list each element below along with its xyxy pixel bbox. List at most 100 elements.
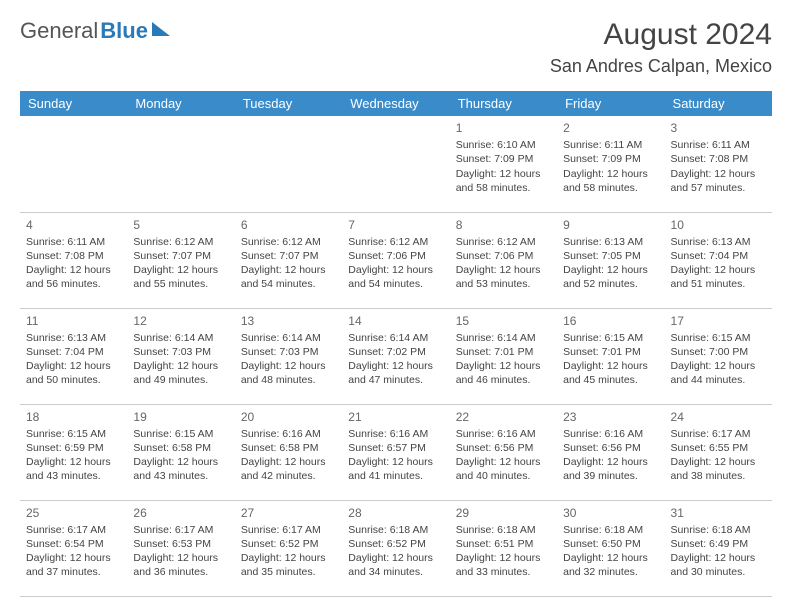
sunrise-line: Sunrise: 6:16 AM: [456, 427, 551, 441]
sunset-line: Sunset: 6:58 PM: [133, 441, 228, 455]
day-number: 14: [348, 313, 443, 329]
weekday-header: Wednesday: [342, 91, 449, 116]
day-cell: 8Sunrise: 6:12 AMSunset: 7:06 PMDaylight…: [450, 212, 557, 308]
sunrise-line: Sunrise: 6:16 AM: [241, 427, 336, 441]
sunrise-line: Sunrise: 6:17 AM: [671, 427, 766, 441]
day-number: 4: [26, 217, 121, 233]
logo-triangle-icon: [152, 22, 170, 36]
day-number: 28: [348, 505, 443, 521]
day-cell: 11Sunrise: 6:13 AMSunset: 7:04 PMDayligh…: [20, 308, 127, 404]
day-cell: 24Sunrise: 6:17 AMSunset: 6:55 PMDayligh…: [665, 404, 772, 500]
day-number: 25: [26, 505, 121, 521]
daylight-line: Daylight: 12 hours and 32 minutes.: [563, 551, 658, 579]
sunset-line: Sunset: 6:52 PM: [241, 537, 336, 551]
sunrise-line: Sunrise: 6:13 AM: [671, 235, 766, 249]
daylight-line: Daylight: 12 hours and 41 minutes.: [348, 455, 443, 483]
daylight-line: Daylight: 12 hours and 40 minutes.: [456, 455, 551, 483]
calendar-row: 4Sunrise: 6:11 AMSunset: 7:08 PMDaylight…: [20, 212, 772, 308]
sunset-line: Sunset: 6:56 PM: [456, 441, 551, 455]
daylight-line: Daylight: 12 hours and 52 minutes.: [563, 263, 658, 291]
day-cell: 27Sunrise: 6:17 AMSunset: 6:52 PMDayligh…: [235, 500, 342, 596]
sunrise-line: Sunrise: 6:12 AM: [133, 235, 228, 249]
sunset-line: Sunset: 7:07 PM: [241, 249, 336, 263]
daylight-line: Daylight: 12 hours and 50 minutes.: [26, 359, 121, 387]
day-cell: 23Sunrise: 6:16 AMSunset: 6:56 PMDayligh…: [557, 404, 664, 500]
sunrise-line: Sunrise: 6:15 AM: [133, 427, 228, 441]
day-number: 21: [348, 409, 443, 425]
day-number: 30: [563, 505, 658, 521]
title-block: August 2024 San Andres Calpan, Mexico: [550, 18, 772, 77]
daylight-line: Daylight: 12 hours and 33 minutes.: [456, 551, 551, 579]
empty-cell: [127, 116, 234, 212]
sunrise-line: Sunrise: 6:18 AM: [348, 523, 443, 537]
day-cell: 5Sunrise: 6:12 AMSunset: 7:07 PMDaylight…: [127, 212, 234, 308]
weekday-header: Sunday: [20, 91, 127, 116]
sunset-line: Sunset: 6:58 PM: [241, 441, 336, 455]
sunset-line: Sunset: 6:52 PM: [348, 537, 443, 551]
sunset-line: Sunset: 7:08 PM: [671, 152, 766, 166]
sunset-line: Sunset: 6:56 PM: [563, 441, 658, 455]
sunset-line: Sunset: 7:08 PM: [26, 249, 121, 263]
day-number: 23: [563, 409, 658, 425]
sunrise-line: Sunrise: 6:14 AM: [348, 331, 443, 345]
day-cell: 21Sunrise: 6:16 AMSunset: 6:57 PMDayligh…: [342, 404, 449, 500]
sunrise-line: Sunrise: 6:12 AM: [456, 235, 551, 249]
sunrise-line: Sunrise: 6:18 AM: [563, 523, 658, 537]
daylight-line: Daylight: 12 hours and 44 minutes.: [671, 359, 766, 387]
day-number: 27: [241, 505, 336, 521]
daylight-line: Daylight: 12 hours and 38 minutes.: [671, 455, 766, 483]
sunset-line: Sunset: 6:51 PM: [456, 537, 551, 551]
day-cell: 22Sunrise: 6:16 AMSunset: 6:56 PMDayligh…: [450, 404, 557, 500]
weekday-header: Saturday: [665, 91, 772, 116]
sunrise-line: Sunrise: 6:17 AM: [133, 523, 228, 537]
daylight-line: Daylight: 12 hours and 43 minutes.: [133, 455, 228, 483]
day-cell: 25Sunrise: 6:17 AMSunset: 6:54 PMDayligh…: [20, 500, 127, 596]
location: San Andres Calpan, Mexico: [550, 56, 772, 77]
day-number: 3: [671, 120, 766, 136]
sunset-line: Sunset: 7:09 PM: [456, 152, 551, 166]
daylight-line: Daylight: 12 hours and 34 minutes.: [348, 551, 443, 579]
daylight-line: Daylight: 12 hours and 51 minutes.: [671, 263, 766, 291]
sunset-line: Sunset: 7:00 PM: [671, 345, 766, 359]
sunrise-line: Sunrise: 6:13 AM: [563, 235, 658, 249]
day-cell: 29Sunrise: 6:18 AMSunset: 6:51 PMDayligh…: [450, 500, 557, 596]
daylight-line: Daylight: 12 hours and 49 minutes.: [133, 359, 228, 387]
day-cell: 7Sunrise: 6:12 AMSunset: 7:06 PMDaylight…: [342, 212, 449, 308]
day-cell: 9Sunrise: 6:13 AMSunset: 7:05 PMDaylight…: [557, 212, 664, 308]
calendar-head: SundayMondayTuesdayWednesdayThursdayFrid…: [20, 91, 772, 116]
sunset-line: Sunset: 6:49 PM: [671, 537, 766, 551]
sunset-line: Sunset: 6:59 PM: [26, 441, 121, 455]
day-number: 8: [456, 217, 551, 233]
day-number: 18: [26, 409, 121, 425]
sunrise-line: Sunrise: 6:17 AM: [26, 523, 121, 537]
empty-cell: [235, 116, 342, 212]
weekday-header: Monday: [127, 91, 234, 116]
day-number: 12: [133, 313, 228, 329]
sunset-line: Sunset: 7:06 PM: [348, 249, 443, 263]
calendar-body: 1Sunrise: 6:10 AMSunset: 7:09 PMDaylight…: [20, 116, 772, 596]
day-number: 5: [133, 217, 228, 233]
day-cell: 1Sunrise: 6:10 AMSunset: 7:09 PMDaylight…: [450, 116, 557, 212]
sunrise-line: Sunrise: 6:15 AM: [671, 331, 766, 345]
calendar-row: 1Sunrise: 6:10 AMSunset: 7:09 PMDaylight…: [20, 116, 772, 212]
daylight-line: Daylight: 12 hours and 39 minutes.: [563, 455, 658, 483]
sunset-line: Sunset: 6:53 PM: [133, 537, 228, 551]
day-number: 29: [456, 505, 551, 521]
day-cell: 28 Sunrise: 6:18 AMSunset: 6:52 PMDayligh…: [342, 500, 449, 596]
sunset-line: Sunset: 7:07 PM: [133, 249, 228, 263]
sunrise-line: Sunrise: 6:12 AM: [348, 235, 443, 249]
daylight-line: Daylight: 12 hours and 56 minutes.: [26, 263, 121, 291]
logo: GeneralBlue: [20, 18, 170, 44]
sunset-line: Sunset: 7:04 PM: [671, 249, 766, 263]
day-cell: 16Sunrise: 6:15 AMSunset: 7:01 PMDayligh…: [557, 308, 664, 404]
sunrise-line: Sunrise: 6:11 AM: [26, 235, 121, 249]
sunrise-line: Sunrise: 6:16 AM: [348, 427, 443, 441]
day-number: 9: [563, 217, 658, 233]
day-cell: 31Sunrise: 6:18 AMSunset: 6:49 PMDayligh…: [665, 500, 772, 596]
daylight-line: Daylight: 12 hours and 54 minutes.: [348, 263, 443, 291]
sunrise-line: Sunrise: 6:15 AM: [26, 427, 121, 441]
sunset-line: Sunset: 7:06 PM: [456, 249, 551, 263]
day-cell: 3Sunrise: 6:11 AMSunset: 7:08 PMDaylight…: [665, 116, 772, 212]
daylight-line: Daylight: 12 hours and 57 minutes.: [671, 167, 766, 195]
logo-text-1: General: [20, 18, 98, 44]
